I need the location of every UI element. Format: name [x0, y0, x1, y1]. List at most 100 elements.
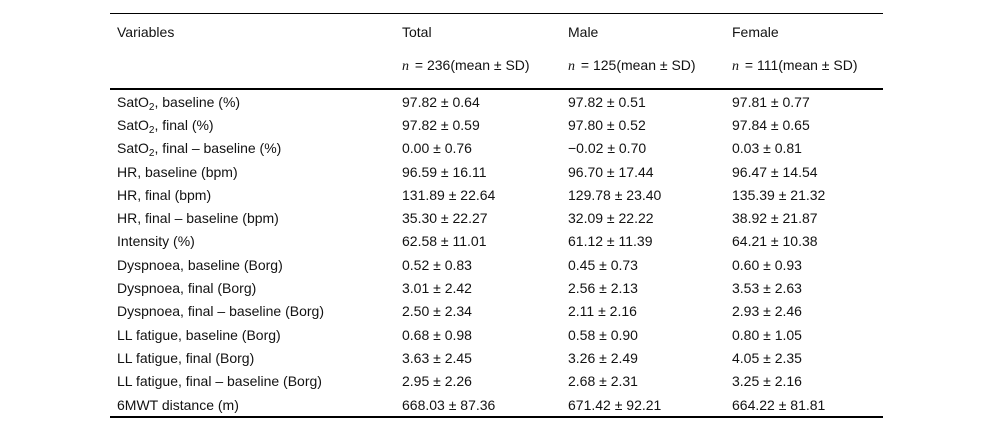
total-cell: 62.58 ± 11.01	[402, 233, 487, 250]
variable-cell: Dyspnoea, final (Borg)	[110, 276, 402, 299]
female-cell: 0.03 ± 0.81	[732, 140, 802, 157]
variable-label: Dyspnoea, final (Borg)	[117, 280, 257, 297]
table-header: Variables Total Male Female n = 236(mean…	[110, 14, 883, 90]
variable-subscript: 2	[148, 148, 155, 160]
female-cell: 3.53 ± 2.63	[732, 280, 802, 297]
male-cell: 61.12 ± 11.39	[568, 233, 653, 250]
variable-cell: Intensity (%)	[110, 230, 402, 253]
col-subheader-male-n: n = 125(mean ± SD)	[568, 50, 732, 90]
male-cell: 97.80 ± 0.52	[568, 116, 646, 133]
table-row: 6MWT distance (m) 668.03 ± 87.36 671.42 …	[110, 393, 883, 417]
female-cell: 0.60 ± 0.93	[732, 256, 802, 273]
variable-label: SatO	[117, 93, 149, 110]
header-row-labels: Variables Total Male Female	[110, 14, 883, 51]
n-symbol: n	[568, 59, 575, 74]
total-cell: 96.59 ± 16.11	[402, 163, 487, 180]
table-row: SatO2, final – baseline (%) 0.00 ± 0.76 …	[110, 137, 883, 160]
variable-label: LL fatigue, final (Borg)	[117, 349, 255, 366]
total-cell: 0.52 ± 0.83	[402, 256, 472, 273]
male-cell: 0.58 ± 0.90	[568, 326, 638, 343]
variable-label: SatO	[117, 140, 149, 157]
male-cell: 32.09 ± 22.22	[568, 210, 654, 227]
variable-cell: LL fatigue, baseline (Borg)	[110, 323, 402, 346]
table-row: Dyspnoea, final (Borg) 3.01 ± 2.42 2.56 …	[110, 276, 883, 299]
variable-label: LL fatigue, final – baseline (Borg)	[117, 373, 322, 390]
n-symbol: n	[402, 59, 409, 74]
table-body: SatO2, baseline (%) 97.82 ± 0.64 97.82 ±…	[110, 89, 883, 417]
table-row: LL fatigue, final (Borg) 3.63 ± 2.45 3.2…	[110, 346, 883, 369]
female-cell: 2.93 ± 2.46	[732, 303, 802, 320]
variable-cell: SatO2, baseline (%)	[110, 89, 402, 113]
male-cell: 96.70 ± 17.44	[568, 163, 654, 180]
table-row: LL fatigue, baseline (Borg) 0.68 ± 0.98 …	[110, 323, 883, 346]
variable-subscript: 2	[148, 101, 155, 113]
variable-label: Dyspnoea, baseline (Borg)	[117, 256, 283, 273]
variable-cell: HR, baseline (bpm)	[110, 160, 402, 183]
male-cell: −0.02 ± 0.70	[568, 140, 647, 157]
total-cell: 131.89 ± 22.64	[402, 186, 496, 203]
table-row: HR, final (bpm) 131.89 ± 22.64 129.78 ± …	[110, 183, 883, 206]
results-table: Variables Total Male Female n = 236(mean…	[110, 13, 883, 419]
total-cell: 668.03 ± 87.36	[402, 396, 496, 413]
variable-label: HR, baseline (bpm)	[117, 163, 238, 180]
variable-label-rest: , final – baseline (%)	[154, 140, 282, 157]
col-header-male: Male	[568, 24, 599, 40]
female-cell: 96.47 ± 14.54	[732, 163, 818, 180]
table-row: SatO2, baseline (%) 97.82 ± 0.64 97.82 ±…	[110, 89, 883, 113]
variable-cell: LL fatigue, final – baseline (Borg)	[110, 370, 402, 393]
variable-label: SatO	[117, 116, 149, 133]
female-cell: 0.80 ± 1.05	[732, 326, 802, 343]
variable-label-rest: , final (%)	[154, 116, 214, 133]
col-subheader-female-n: n = 111(mean ± SD)	[732, 50, 883, 90]
variable-cell: HR, final – baseline (bpm)	[110, 206, 402, 229]
n-value: = 236(mean ± SD)	[411, 57, 530, 73]
variable-label: HR, final – baseline (bpm)	[117, 210, 279, 227]
col-header-female: Female	[732, 24, 779, 40]
total-cell: 35.30 ± 22.27	[402, 210, 488, 227]
female-cell: 97.84 ± 0.65	[732, 116, 810, 133]
n-value: = 111(mean ± SD)	[741, 57, 858, 73]
col-subheader-total-n: n = 236(mean ± SD)	[402, 50, 568, 90]
variable-label: 6MWT distance (m)	[117, 396, 239, 413]
n-symbol: n	[732, 59, 739, 74]
variable-cell: Dyspnoea, baseline (Borg)	[110, 253, 402, 276]
variable-label: Intensity (%)	[117, 233, 195, 250]
total-cell: 2.95 ± 2.26	[402, 373, 472, 390]
female-cell: 3.25 ± 2.16	[732, 373, 802, 390]
total-cell: 3.01 ± 2.42	[402, 280, 472, 297]
variable-cell: LL fatigue, final (Borg)	[110, 346, 402, 369]
male-cell: 3.26 ± 2.49	[568, 349, 638, 366]
variable-label-rest: , baseline (%)	[154, 93, 241, 110]
variable-cell: HR, final (bpm)	[110, 183, 402, 206]
table-row: LL fatigue, final – baseline (Borg) 2.95…	[110, 370, 883, 393]
variable-label: HR, final (bpm)	[117, 186, 212, 203]
total-cell: 2.50 ± 2.34	[402, 303, 472, 320]
variable-cell: SatO2, final (%)	[110, 113, 402, 136]
male-cell: 2.56 ± 2.13	[568, 280, 638, 297]
descriptive-statistics-table: Variables Total Male Female n = 236(mean…	[110, 13, 883, 419]
variable-label: Dyspnoea, final – baseline (Borg)	[117, 303, 325, 320]
table-row: Dyspnoea, baseline (Borg) 0.52 ± 0.83 0.…	[110, 253, 883, 276]
male-cell: 97.82 ± 0.51	[568, 93, 646, 110]
female-cell: 664.22 ± 81.81	[732, 396, 826, 413]
col-subheader-empty	[110, 50, 402, 90]
col-header-variables: Variables	[117, 24, 175, 40]
male-cell: 129.78 ± 23.40	[568, 186, 662, 203]
variable-label: LL fatigue, baseline (Borg)	[117, 326, 281, 343]
variable-cell: Dyspnoea, final – baseline (Borg)	[110, 300, 402, 323]
male-cell: 0.45 ± 0.73	[568, 256, 638, 273]
total-cell: 3.63 ± 2.45	[402, 349, 472, 366]
table-row: HR, final – baseline (bpm) 35.30 ± 22.27…	[110, 206, 883, 229]
n-value: = 125(mean ± SD)	[577, 57, 696, 73]
female-cell: 64.21 ± 10.38	[732, 233, 818, 250]
variable-cell: 6MWT distance (m)	[110, 393, 402, 417]
variable-subscript: 2	[148, 124, 155, 136]
total-cell: 0.00 ± 0.76	[402, 140, 472, 157]
total-cell: 0.68 ± 0.98	[402, 326, 472, 343]
table-row: HR, baseline (bpm) 96.59 ± 16.11 96.70 ±…	[110, 160, 883, 183]
female-cell: 97.81 ± 0.77	[732, 93, 810, 110]
female-cell: 135.39 ± 21.32	[732, 186, 826, 203]
male-cell: 2.68 ± 2.31	[568, 373, 638, 390]
variable-cell: SatO2, final – baseline (%)	[110, 137, 402, 160]
total-cell: 97.82 ± 0.59	[402, 116, 480, 133]
